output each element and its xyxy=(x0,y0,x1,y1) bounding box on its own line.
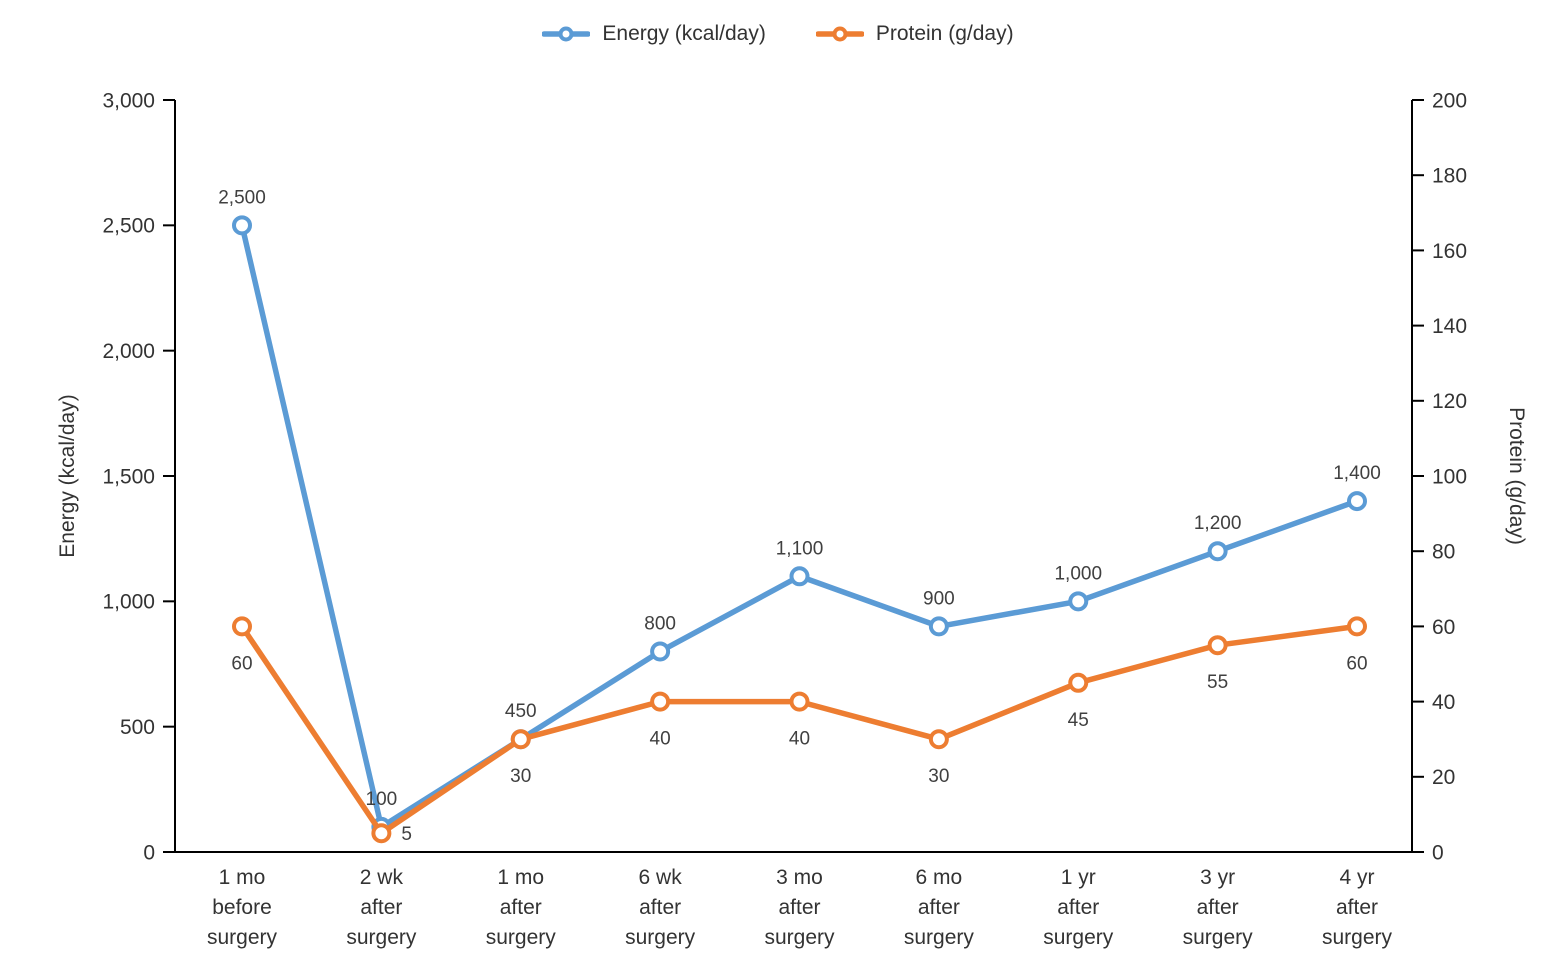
protein-value-label: 40 xyxy=(650,729,671,750)
protein-marker xyxy=(371,823,392,844)
right-axis-tick-label: 200 xyxy=(1432,89,1467,112)
x-category-label: 4 yr after surgery xyxy=(1322,866,1393,949)
x-category-label: 3 mo after surgery xyxy=(764,866,835,949)
energy-value-label: 1,400 xyxy=(1333,463,1381,484)
legend-item-energy: Energy (kcal/day) xyxy=(542,22,766,46)
right-axis-tick-label: 120 xyxy=(1432,390,1467,413)
right-axis-title: Protein (g/day) xyxy=(1505,407,1528,545)
energy-marker xyxy=(789,566,810,587)
energy-value-label: 2,500 xyxy=(218,187,266,208)
protein-marker xyxy=(1207,635,1228,656)
legend-item-protein: Protein (g/day) xyxy=(815,22,1014,46)
energy-value-label: 100 xyxy=(366,789,398,810)
right-axis-tick-label: 80 xyxy=(1432,541,1455,564)
protein-value-label: 60 xyxy=(231,653,252,674)
right-axis-tick-label: 20 xyxy=(1432,766,1455,789)
protein-value-label: 30 xyxy=(510,766,531,787)
x-category-label: 1 mo before surgery xyxy=(207,866,278,949)
energy-value-label: 900 xyxy=(923,588,955,609)
x-category-label: 1 mo after surgery xyxy=(486,866,557,949)
protein-value-label: 55 xyxy=(1207,672,1228,693)
energy-marker xyxy=(650,641,671,662)
energy-marker xyxy=(928,616,949,637)
legend: Energy (kcal/day) Protein (g/day) xyxy=(0,22,1556,46)
right-axis-tick-label: 180 xyxy=(1432,165,1467,188)
protein-value-label: 30 xyxy=(928,766,949,787)
right-axis-tick-label: 160 xyxy=(1432,240,1467,263)
energy-value-label: 450 xyxy=(505,701,537,722)
left-axis-title: Energy (kcal/day) xyxy=(56,394,79,558)
energy-marker xyxy=(1068,591,1089,612)
protein-marker xyxy=(232,616,252,637)
left-axis-tick-label: 2,000 xyxy=(102,340,155,363)
right-axis-tick-label: 140 xyxy=(1432,315,1467,338)
protein-value-label: 5 xyxy=(401,824,412,845)
protein-marker xyxy=(1068,672,1089,693)
energy-series-icon xyxy=(542,26,591,42)
energy-value-label: 1,000 xyxy=(1054,563,1102,584)
right-axis-tick-label: 0 xyxy=(1432,841,1444,864)
x-category-label: 6 mo after surgery xyxy=(904,866,975,949)
energy-marker xyxy=(1207,541,1228,562)
x-category-label: 6 wk after surgery xyxy=(625,866,696,949)
right-axis-tick-label: 40 xyxy=(1432,691,1455,714)
protein-series-icon xyxy=(815,26,864,42)
protein-marker xyxy=(1347,616,1367,637)
legend-label-energy: Energy (kcal/day) xyxy=(602,22,766,45)
protein-marker xyxy=(510,729,531,750)
x-category-label: 3 yr after surgery xyxy=(1183,866,1254,949)
left-axis-tick-label: 1,500 xyxy=(102,465,155,488)
protein-marker xyxy=(650,691,671,712)
left-axis-tick-label: 0 xyxy=(143,841,155,864)
left-axis-tick-label: 1,000 xyxy=(102,591,155,614)
protein-marker xyxy=(789,691,810,712)
energy-value-label: 800 xyxy=(644,613,676,634)
left-axis-tick-label: 500 xyxy=(120,716,155,739)
protein-value-label: 40 xyxy=(789,729,810,750)
energy-marker xyxy=(232,215,252,236)
energy-value-label: 1,100 xyxy=(776,538,824,559)
legend-label-protein: Protein (g/day) xyxy=(875,22,1014,45)
protein-value-label: 60 xyxy=(1346,653,1367,674)
right-axis-tick-label: 100 xyxy=(1432,465,1467,488)
protein-value-label: 45 xyxy=(1068,710,1089,731)
protein-marker xyxy=(928,729,949,750)
x-category-label: 1 yr after surgery xyxy=(1043,866,1114,949)
x-category-label: 2 wk after surgery xyxy=(346,866,417,949)
right-axis-tick-label: 60 xyxy=(1432,616,1455,639)
energy-value-label: 1,200 xyxy=(1194,513,1242,534)
left-axis-tick-label: 2,500 xyxy=(102,215,155,238)
left-axis-tick-label: 3,000 xyxy=(102,89,155,112)
energy-marker xyxy=(1347,491,1367,512)
